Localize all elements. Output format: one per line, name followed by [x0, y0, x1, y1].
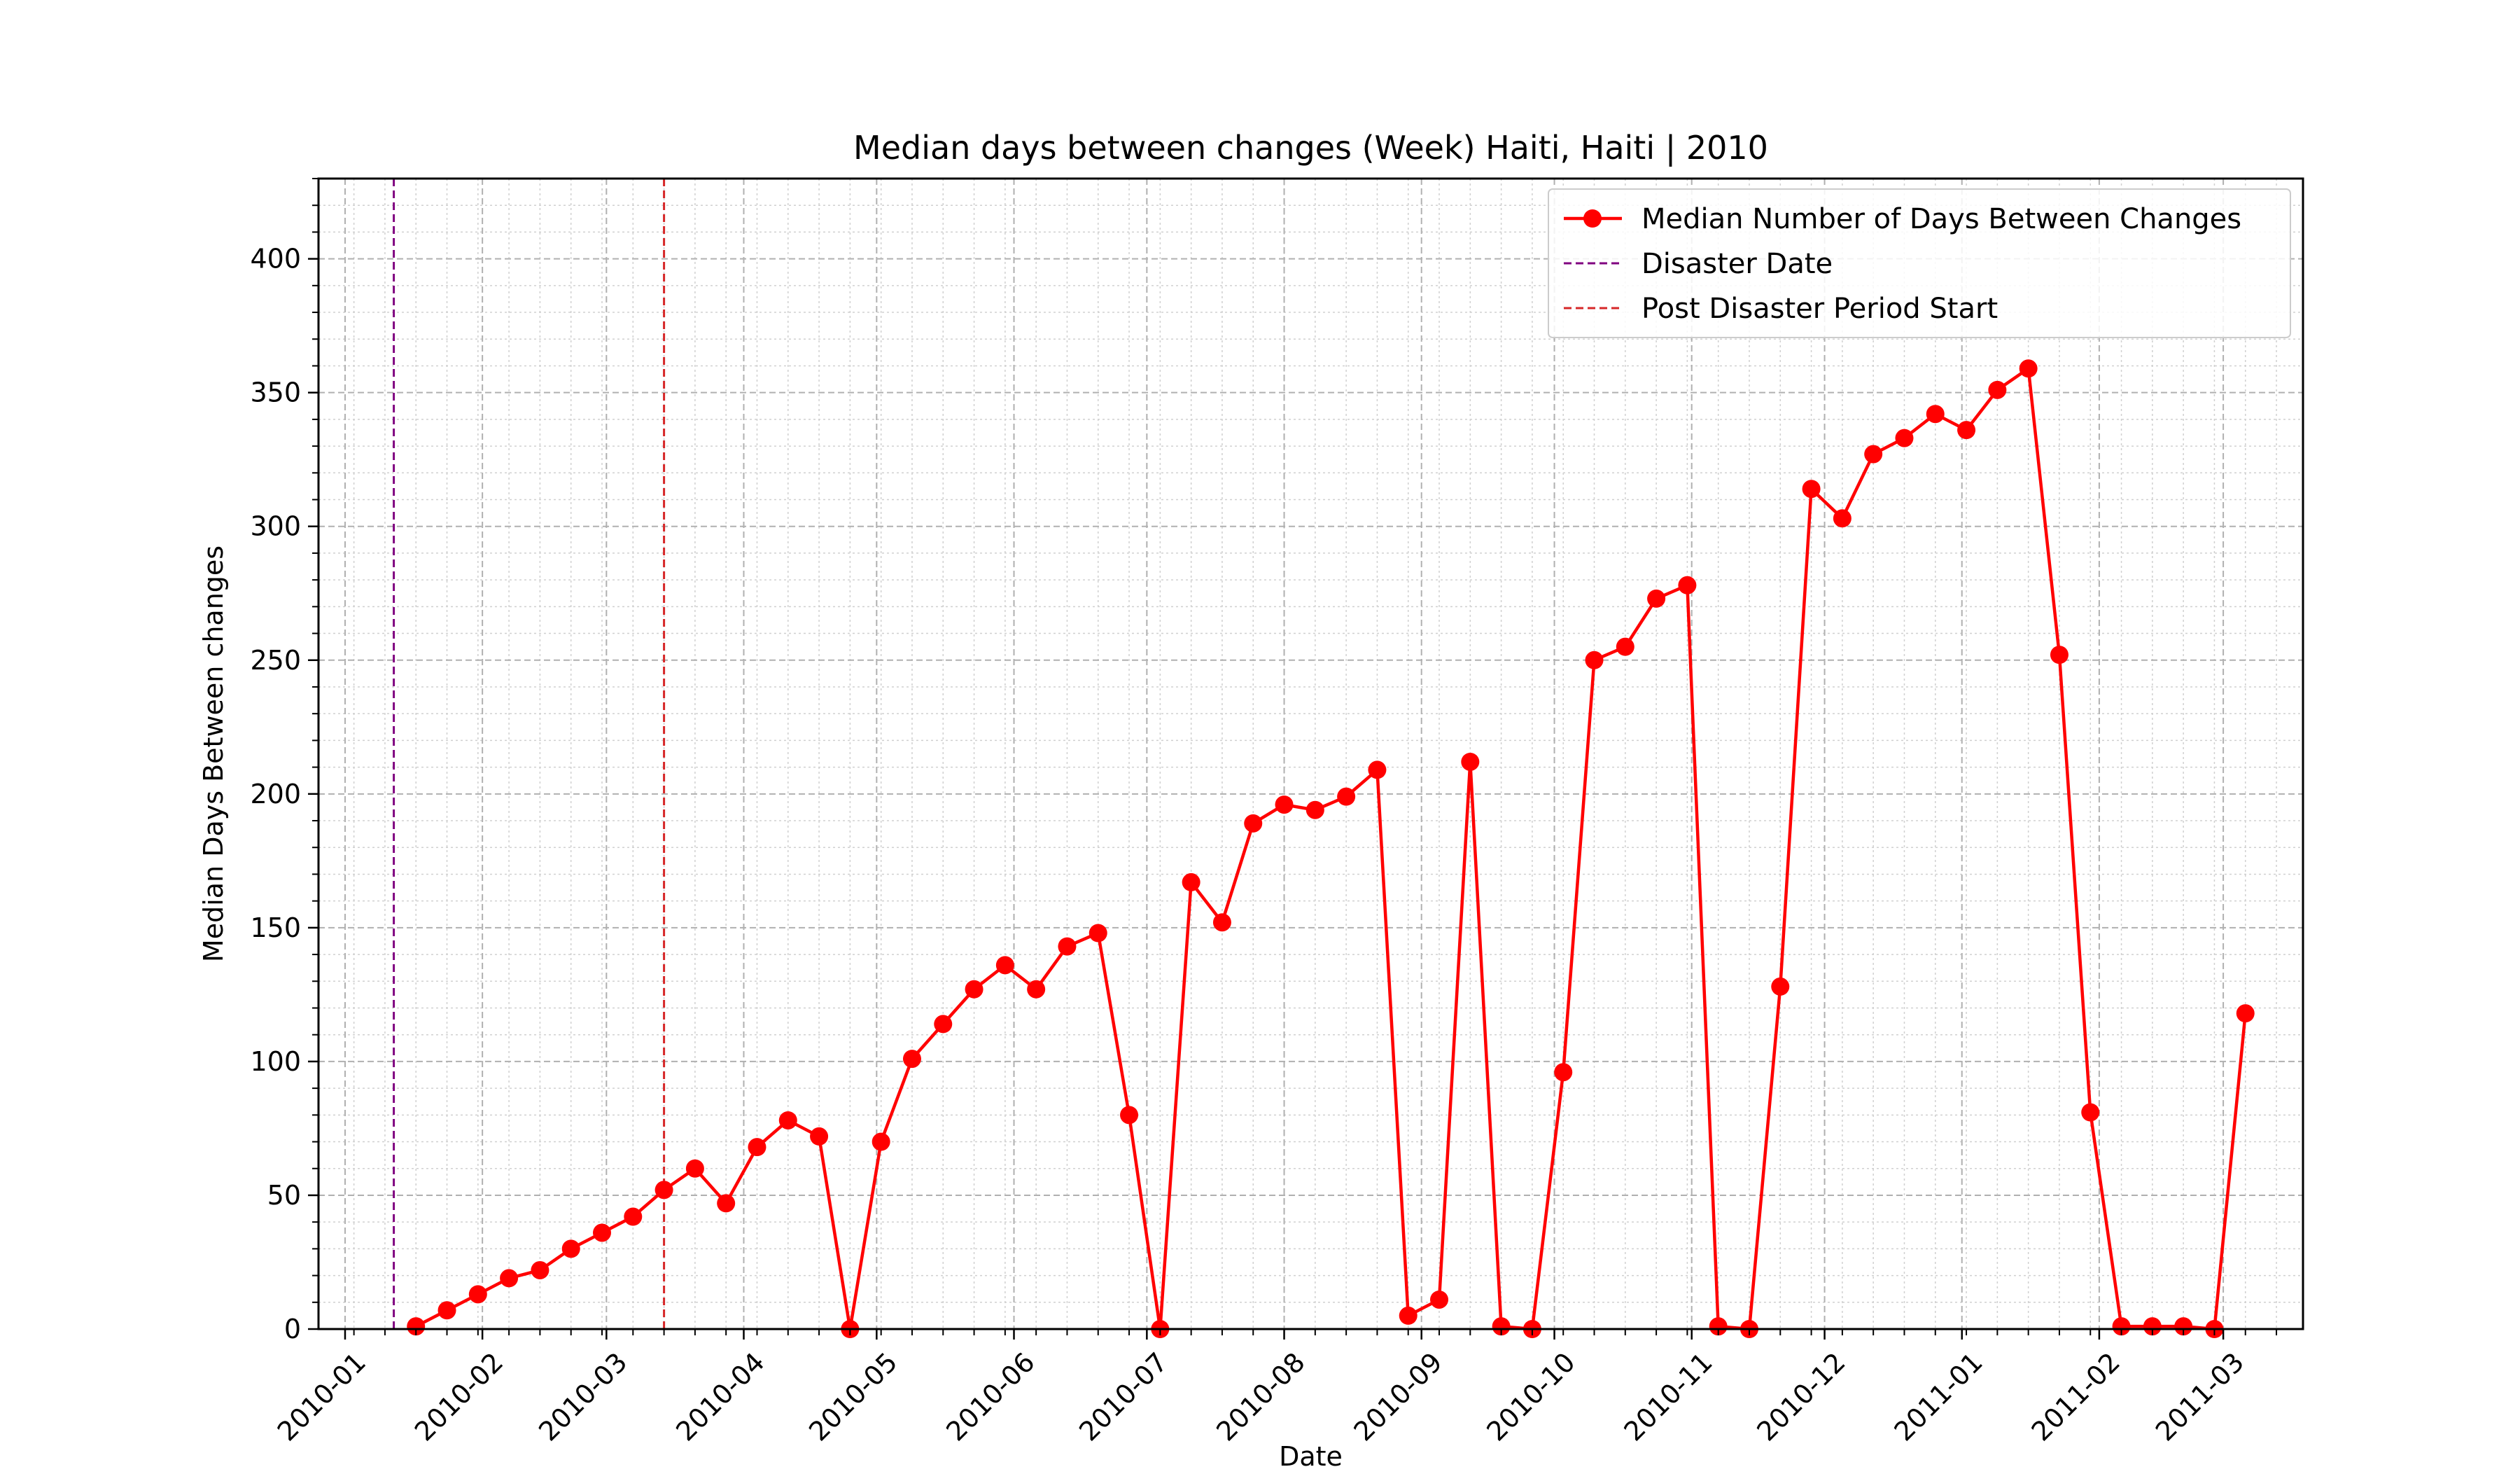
legend-box — [1548, 188, 2291, 338]
data-point — [438, 1301, 456, 1320]
legend: Median Number of Days Between Changes Dis… — [1548, 188, 2291, 338]
data-point — [2143, 1317, 2162, 1336]
data-point — [1306, 800, 1324, 819]
data-point — [1988, 380, 2007, 399]
data-point — [1461, 752, 1480, 771]
data-point — [2174, 1317, 2193, 1336]
data-point — [685, 1159, 704, 1178]
data-point — [1709, 1317, 1728, 1336]
data-point — [748, 1138, 766, 1157]
y-tick-label: 250 — [250, 645, 301, 676]
data-point — [872, 1132, 890, 1151]
data-point — [1864, 445, 1883, 464]
y-tick-label: 150 — [250, 912, 301, 943]
data-point — [1833, 509, 1851, 528]
data-point — [1957, 421, 1976, 440]
data-point — [1802, 480, 1821, 499]
data-point — [1088, 924, 1107, 943]
y-tick-label: 50 — [267, 1180, 301, 1211]
y-tick-label: 200 — [250, 779, 301, 809]
data-point — [2112, 1317, 2131, 1336]
y-axis-label: Median Days Between changes — [198, 545, 229, 962]
data-point — [1616, 637, 1634, 656]
data-point — [902, 1050, 921, 1069]
y-tick-label: 0 — [284, 1314, 301, 1344]
data-point — [1647, 589, 1666, 608]
data-point — [1337, 787, 1356, 806]
data-point — [1212, 913, 1231, 932]
data-point — [531, 1260, 550, 1279]
series-layer — [407, 359, 2255, 1338]
data-point — [2050, 646, 2068, 665]
data-point — [1430, 1290, 1449, 1309]
data-point — [810, 1127, 829, 1146]
y-tick-label: 350 — [250, 377, 301, 408]
data-point — [1895, 429, 1914, 447]
data-point — [1492, 1317, 1511, 1336]
data-point — [2081, 1103, 2100, 1122]
data-point — [1027, 980, 1046, 999]
data-point — [654, 1181, 673, 1200]
data-point — [561, 1239, 580, 1258]
data-point — [2019, 359, 2038, 378]
data-point — [1182, 872, 1200, 891]
data-point — [1678, 576, 1697, 595]
reference-lines — [393, 179, 666, 1329]
legend-marker — [1583, 209, 1602, 228]
data-point — [778, 1111, 797, 1129]
y-tick-label: 300 — [250, 511, 301, 542]
legend-entry-label: Post Disaster Period Start — [1642, 293, 1998, 325]
data-point — [1771, 977, 1790, 996]
data-point — [1554, 1063, 1573, 1082]
data-point — [2236, 1004, 2255, 1023]
plot-frame — [317, 177, 2304, 1330]
x-axis-label: Date — [1279, 1441, 1343, 1470]
chart-title: Median days between changes (Week) Haiti… — [853, 129, 1768, 167]
data-point — [1275, 795, 1294, 814]
data-point — [965, 980, 983, 999]
data-point — [717, 1194, 736, 1213]
data-point — [934, 1015, 953, 1034]
y-tick-label: 400 — [250, 244, 301, 274]
data-point — [468, 1285, 487, 1304]
data-point — [995, 956, 1014, 975]
data-point — [1585, 651, 1604, 669]
data-point — [1399, 1306, 1418, 1325]
data-point — [1368, 760, 1387, 779]
y-tick-label: 100 — [250, 1046, 301, 1077]
data-point — [407, 1317, 426, 1336]
data-point — [593, 1223, 611, 1242]
grid — [318, 178, 2303, 1330]
legend-entry-label: Median Number of Days Between Changes — [1642, 203, 2241, 235]
data-point — [1120, 1106, 1139, 1125]
data-point — [1244, 814, 1263, 833]
data-point — [1058, 937, 1077, 956]
data-point — [500, 1269, 519, 1288]
data-point — [1926, 405, 1945, 424]
legend-entry-label: Disaster Date — [1642, 248, 1833, 280]
data-point — [624, 1207, 643, 1226]
